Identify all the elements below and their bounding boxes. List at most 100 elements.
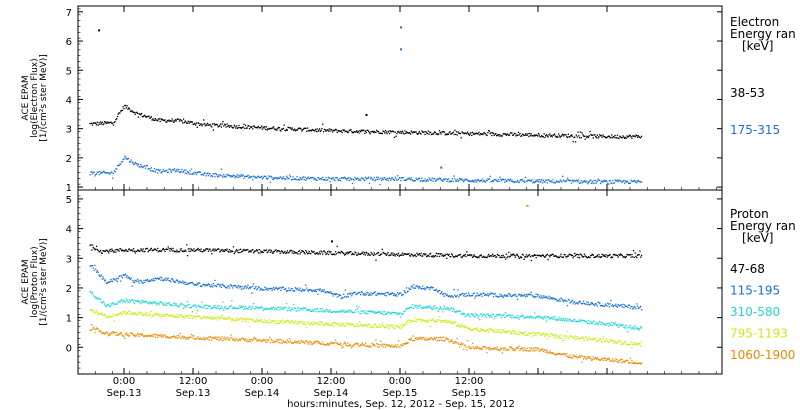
data-point: [471, 342, 474, 345]
data-point: [371, 131, 373, 133]
data-point: [463, 348, 465, 351]
data-point: [134, 312, 136, 315]
data-point: [598, 358, 600, 360]
data-point: [191, 249, 193, 251]
data-point: [149, 315, 151, 317]
data-point: [324, 323, 326, 326]
data-point: [323, 324, 325, 326]
data-point: [170, 247, 172, 250]
data-point: [593, 134, 595, 136]
data-point: [449, 256, 451, 258]
data-point: [175, 170, 177, 172]
data-point: [328, 177, 330, 179]
data-point: [220, 168, 222, 170]
data-point: [108, 172, 110, 174]
data-point: [248, 318, 250, 320]
data-point: [541, 333, 544, 335]
data-point: [119, 302, 121, 304]
data-point: [632, 135, 635, 137]
data-point: [256, 127, 259, 129]
data-point: [434, 321, 437, 323]
data-point: [634, 361, 636, 364]
data-point: [280, 308, 282, 310]
data-point: [211, 126, 213, 128]
data-point: [590, 179, 592, 181]
data-point: [393, 136, 396, 139]
data-point: [484, 133, 487, 135]
data-point: [215, 317, 217, 319]
data-point: [488, 314, 490, 316]
data-point: [265, 288, 267, 291]
data-point: [303, 341, 305, 343]
data-point: [285, 128, 288, 131]
data-point: [551, 298, 553, 300]
data-point: [588, 303, 590, 306]
data-point: [207, 338, 209, 340]
data-point: [95, 310, 97, 312]
data-point: [314, 289, 317, 291]
data-point: [246, 307, 248, 310]
data-point: [288, 127, 290, 129]
data-point: [469, 329, 471, 331]
data-point: [392, 312, 394, 314]
data-point: [623, 306, 625, 309]
data-point: [266, 321, 268, 323]
data-point: [611, 358, 614, 360]
data-point: [504, 347, 506, 349]
data-point: [128, 277, 131, 280]
data-point: [100, 298, 102, 300]
data-point: [196, 310, 198, 312]
data-point: [389, 294, 391, 296]
data-point: [459, 294, 461, 296]
data-point: [276, 129, 278, 131]
data-point: [331, 342, 333, 344]
data-point: [330, 341, 332, 344]
data-point: [168, 337, 170, 339]
data-point: [640, 362, 643, 364]
data-point: [176, 249, 178, 251]
data-point: [583, 303, 586, 305]
data-point: [635, 362, 637, 364]
data-point: [203, 283, 205, 285]
data-point: [222, 317, 224, 319]
data-point: [537, 316, 539, 319]
data-point: [249, 126, 251, 128]
data-point: [627, 331, 629, 333]
data-point: [600, 358, 602, 361]
data-point: [122, 250, 124, 252]
data-point: [406, 132, 408, 134]
data-point: [597, 324, 599, 326]
data-point: [187, 314, 189, 317]
data-point: [272, 288, 274, 290]
data-point: [341, 310, 343, 312]
data-point: [620, 254, 623, 256]
data-point: [480, 329, 482, 331]
data-point: [96, 298, 98, 300]
data-point: [401, 130, 404, 132]
data-point: [465, 346, 467, 349]
data-point: [389, 254, 392, 256]
data-point: [228, 124, 230, 127]
data-point: [558, 317, 561, 319]
data-point: [294, 307, 297, 309]
data-point: [415, 177, 417, 179]
data-point: [222, 121, 224, 123]
data-point: [622, 343, 624, 345]
data-point: [188, 303, 190, 306]
data-point: [141, 314, 144, 316]
data-point: [343, 296, 346, 298]
data-point: [163, 170, 165, 172]
data-point: [193, 173, 195, 175]
data-point: [393, 312, 396, 314]
data-point: [547, 136, 549, 138]
data-point: [216, 283, 218, 286]
data-point: [553, 298, 555, 300]
data-point: [599, 134, 601, 136]
data-point: [471, 181, 473, 183]
data-point: [437, 253, 439, 255]
data-point: [293, 303, 295, 306]
data-point: [620, 358, 622, 361]
data-point: [136, 280, 138, 282]
data-point: [238, 318, 240, 321]
data-point: [556, 318, 558, 320]
